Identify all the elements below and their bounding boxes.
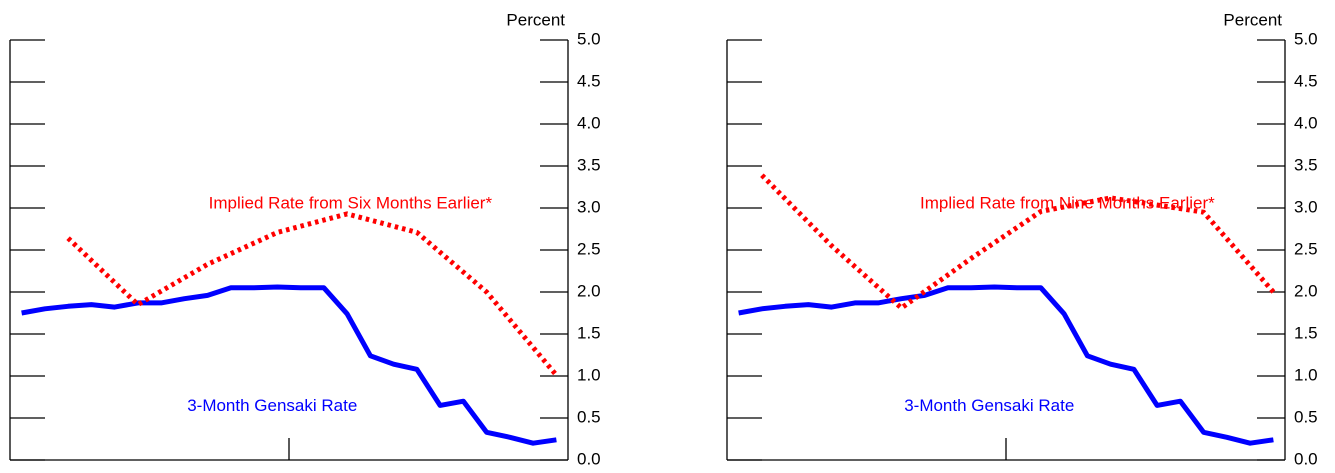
y-tick-label: 0.5: [1294, 407, 1318, 426]
annotation: Implied Rate from Nine Months Earlier*: [920, 193, 1215, 212]
y-tick-label: 2.0: [577, 281, 601, 300]
y-tick-label: 5.0: [577, 29, 601, 48]
y-tick-label: 4.5: [577, 71, 601, 90]
y-tick-label: 3.5: [1294, 155, 1318, 174]
y-tick-label: 1.5: [1294, 323, 1318, 342]
y-tick-label: 3.5: [577, 155, 601, 174]
annotation: 3-Month Gensaki Rate: [187, 396, 357, 415]
y-axis-label: Percent: [506, 10, 565, 29]
x-tick-label: 1995: [1127, 470, 1165, 473]
y-axis-label: Percent: [1223, 10, 1282, 29]
annotation: 3-Month Gensaki Rate: [904, 396, 1074, 415]
y-tick-label: 3.0: [1294, 197, 1318, 216]
y-tick-label: 1.0: [1294, 365, 1318, 384]
y-tick-label: 0.0: [577, 449, 601, 468]
y-tick-label: 2.0: [1294, 281, 1318, 300]
y-tick-label: 4.0: [1294, 113, 1318, 132]
y-tick-label: 1.5: [577, 323, 601, 342]
y-tick-label: 2.5: [577, 239, 601, 258]
line-series: [760, 173, 1276, 311]
y-tick-label: 4.0: [577, 113, 601, 132]
x-tick-label: 1995: [410, 470, 448, 473]
y-tick-label: 2.5: [1294, 239, 1318, 258]
y-tick-label: 4.5: [1294, 71, 1318, 90]
annotation: Implied Rate from Six Months Earlier*: [209, 193, 493, 212]
x-tick-label: 1994: [848, 470, 886, 473]
line-series: [738, 284, 1274, 446]
line-series: [21, 284, 557, 446]
y-tick-label: 0.0: [1294, 449, 1318, 468]
y-tick-label: 0.5: [577, 407, 601, 426]
y-tick-label: 1.0: [577, 365, 601, 384]
x-tick-label: 1994: [131, 470, 169, 473]
y-tick-label: 5.0: [1294, 29, 1318, 48]
line-series: [66, 211, 559, 377]
y-tick-label: 3.0: [577, 197, 601, 216]
